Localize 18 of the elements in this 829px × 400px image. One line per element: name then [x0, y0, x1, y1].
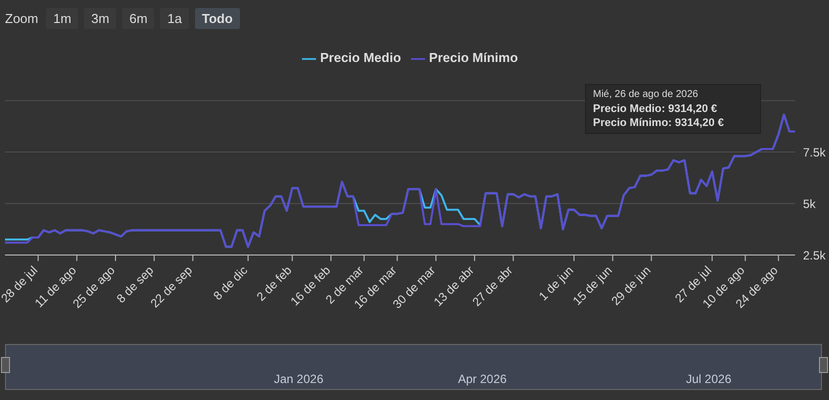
annotation: Precio Medio: 9314,20 € [593, 102, 718, 116]
legend-label: Precio Mínimo [429, 50, 518, 65]
legend-label: Precio Medio [320, 50, 402, 65]
tooltip-box: Mié, 26 de ago de 2026 Precio Medio: 9314,20 € Precio Mínimo: 9314,20 € [585, 84, 761, 134]
annotation: Precio Mínimo: 9314,20 € [593, 116, 725, 130]
text: Jan 2026 [274, 372, 324, 386]
text: Apr 2026 [458, 372, 507, 386]
text: 3m [84, 8, 116, 29]
text: Todo [194, 8, 240, 29]
y-tick-label: 5k [803, 196, 817, 211]
y-tick-label: 2.5k [803, 248, 827, 262]
text: Jul 2026 [686, 372, 732, 386]
text: 6m [122, 8, 154, 29]
text: Zoom [5, 11, 38, 26]
y-tick-label: 7.5k [803, 145, 827, 160]
text: 1a [160, 8, 189, 29]
text: 1m [46, 8, 78, 29]
x-tick-label: 8 de dic [210, 263, 250, 303]
